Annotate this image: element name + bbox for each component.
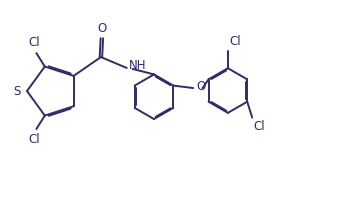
- Text: Cl: Cl: [28, 36, 40, 49]
- Text: O: O: [97, 22, 106, 35]
- Text: Cl: Cl: [28, 133, 40, 146]
- Text: O: O: [197, 80, 206, 93]
- Text: Cl: Cl: [253, 120, 265, 133]
- Text: S: S: [14, 85, 21, 98]
- Text: NH: NH: [129, 59, 147, 72]
- Text: Cl: Cl: [229, 35, 240, 48]
